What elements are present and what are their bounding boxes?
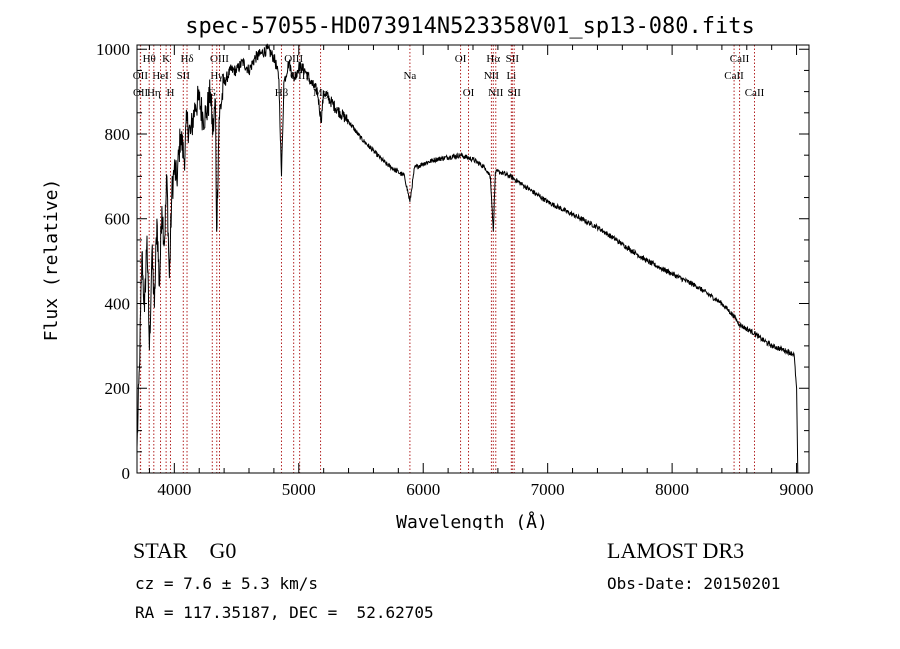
spectral-line-label: CaII bbox=[724, 70, 744, 82]
spectral-line-label: Hη bbox=[147, 87, 161, 99]
spectral-line-label: H bbox=[166, 87, 174, 99]
obs-date-text: Obs-Date: 20150201 bbox=[607, 574, 781, 593]
x-tick-label: 4000 bbox=[157, 480, 191, 499]
x-tick-label: 8000 bbox=[655, 480, 689, 499]
spectral-line-label: Hα bbox=[486, 53, 500, 65]
spectral-line-label: Hδ bbox=[180, 53, 193, 65]
spectral-line-label: CaII bbox=[730, 53, 750, 65]
chart-title: spec-57055-HD073914N523358V01_sp13-080.f… bbox=[185, 14, 755, 39]
spectral-line-label: SII bbox=[506, 53, 520, 65]
spectral-line-label: NII bbox=[484, 70, 500, 82]
axis-ticks: 4000 5000 6000 7000 8000 9000 0 200 400 600 800 100… bbox=[96, 40, 814, 499]
spectral-line-label: G bbox=[208, 87, 216, 99]
y-tick-label: 1000 bbox=[96, 40, 130, 59]
x-tick-label: 5000 bbox=[282, 480, 316, 499]
spectral-line-label: K bbox=[162, 53, 170, 65]
y-tick-label: 200 bbox=[105, 379, 131, 398]
spectral-line-label: SII bbox=[507, 87, 521, 99]
spectral-line-label: OI bbox=[463, 87, 475, 99]
x-tick-label: 7000 bbox=[531, 480, 565, 499]
spectral-line-label: Li bbox=[506, 70, 516, 82]
x-axis-label: Wavelength (Å) bbox=[396, 511, 548, 530]
y-tick-label: 600 bbox=[105, 210, 131, 229]
spectral-line-label: Hγ bbox=[210, 70, 223, 82]
y-tick-label: 400 bbox=[105, 294, 131, 313]
spectral-line-label: Na bbox=[403, 70, 416, 82]
y-tick-label: 800 bbox=[105, 125, 131, 144]
spectrum-chart: spec-57055-HD073914N523358V01_sp13-080.f… bbox=[41, 14, 814, 530]
plot-frame bbox=[136, 44, 810, 474]
spectral-line-label: OI bbox=[455, 53, 467, 65]
spectral-line-label: Hβ bbox=[275, 87, 289, 99]
object-class: STAR bbox=[133, 538, 188, 563]
spectral-line-label: Hθ bbox=[143, 53, 156, 65]
spectral-line-label: OIII bbox=[210, 53, 229, 65]
coordinates-text: RA = 117.35187, DEC = 52.62705 bbox=[135, 603, 434, 622]
x-tick-label: 9000 bbox=[780, 480, 814, 499]
y-tick-label: 0 bbox=[122, 464, 131, 483]
spectral-line-label: HeI bbox=[152, 70, 169, 82]
spectrum-series bbox=[136, 43, 799, 474]
redshift-text: cz = 7.6 ± 5.3 km/s bbox=[135, 574, 319, 593]
flux-line bbox=[136, 43, 799, 474]
spectral-line-label: NII bbox=[488, 87, 504, 99]
spectral-line-label: SII bbox=[177, 70, 191, 82]
y-axis-label: Flux (relative) bbox=[41, 179, 62, 342]
spectral-line-label: CaII bbox=[745, 87, 765, 99]
survey-label: LAMOST DR3 bbox=[607, 538, 745, 563]
spectral-subclass: G0 bbox=[209, 538, 237, 563]
x-tick-label: 6000 bbox=[406, 480, 440, 499]
object-class-label: STAR G0 bbox=[133, 538, 236, 564]
